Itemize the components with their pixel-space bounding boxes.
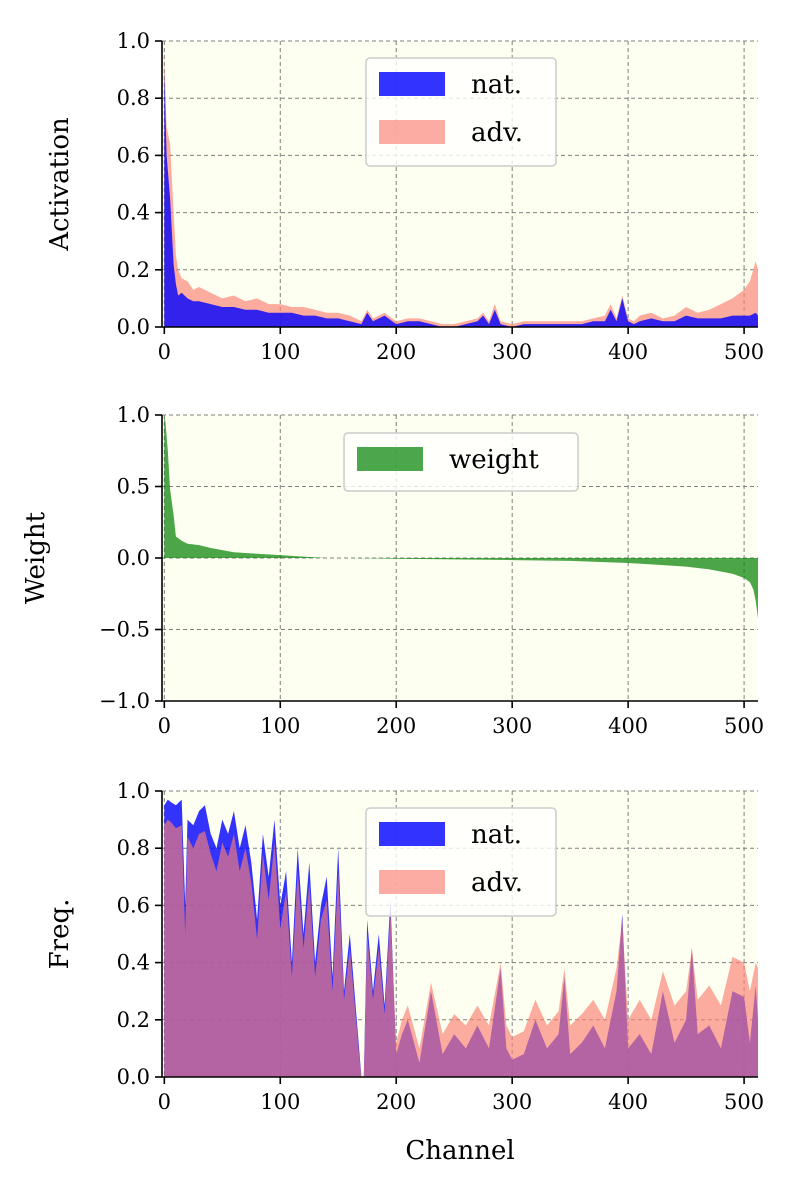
x-tick-label: 400 [608, 714, 648, 738]
y-tick-label: −1.0 [99, 689, 150, 713]
y-tick-label: 1.0 [117, 403, 150, 427]
y-axis-label: Activation [45, 117, 75, 252]
y-tick-label: 0.2 [117, 258, 150, 282]
x-tick-label: 100 [260, 714, 300, 738]
x-tick-label: 100 [260, 340, 300, 364]
x-tick-label: 400 [608, 1090, 648, 1114]
x-tick-label: 0 [158, 1090, 171, 1114]
legend-swatch [379, 72, 445, 96]
y-tick-label: 1.0 [117, 779, 150, 803]
y-tick-label: 0.8 [117, 86, 150, 110]
legend-label: nat. [471, 70, 522, 100]
x-tick-label: 0 [158, 714, 171, 738]
legend-label: adv. [471, 868, 523, 898]
legend: nat. adv. [365, 57, 557, 167]
x-tick-label: 300 [492, 1090, 532, 1114]
x-tick-label: 100 [260, 1090, 300, 1114]
legend: nat. adv. [365, 807, 557, 917]
y-axis-label: Freq. [45, 899, 75, 970]
y-tick-label: 0.2 [117, 1008, 150, 1032]
legend-label: adv. [471, 118, 523, 148]
legend-label: nat. [471, 820, 522, 850]
y-tick-label: 0.6 [117, 893, 150, 917]
x-tick-label: 500 [724, 1090, 764, 1114]
legend-label: weight [449, 445, 539, 475]
y-tick-label: 0.8 [117, 836, 150, 860]
series-area-adv [164, 819, 759, 1077]
y-tick-label: 0.0 [117, 1065, 150, 1089]
x-tick-label: 200 [376, 340, 416, 364]
y-tick-label: 1.0 [117, 29, 150, 53]
y-tick-label: 0.5 [117, 475, 150, 499]
x-axis-label: Channel [405, 1136, 514, 1166]
x-tick-label: 400 [608, 340, 648, 364]
y-axis-label: Weight [21, 511, 51, 604]
x-tick-label: 500 [724, 714, 764, 738]
x-tick-label: 500 [724, 340, 764, 364]
y-tick-label: 0.0 [117, 315, 150, 339]
panel-frequency: 0 100 200 300 400 500 0.0 0.2 0.4 0.6 0.8 1.0 Freq. C… [45, 779, 764, 1166]
x-tick-label: 300 [492, 340, 532, 364]
legend-swatch [379, 120, 445, 144]
x-tick-label: 200 [376, 1090, 416, 1114]
x-tick-label: 300 [492, 714, 532, 738]
x-tick-label: 200 [376, 714, 416, 738]
legend-swatch [379, 870, 445, 894]
panel-weight: 0 100 200 300 400 500 −1.0 −0.5 0.0 0.5 1.0 Weight w… [21, 403, 764, 738]
legend-swatch [357, 447, 423, 471]
y-tick-label: 0.6 [117, 143, 150, 167]
series-area-adv [164, 55, 759, 328]
legend-swatch [379, 822, 445, 846]
y-tick-label: 0.4 [117, 951, 150, 975]
x-tick-label: 0 [158, 340, 171, 364]
y-tick-label: 0.0 [117, 546, 150, 570]
panel-activation: 0 100 200 300 400 500 0.0 0.2 0.4 0.6 0.8 1.0 Activa… [45, 29, 764, 364]
legend: weight [343, 432, 579, 492]
y-tick-label: −0.5 [99, 618, 150, 642]
y-tick-label: 0.4 [117, 201, 150, 225]
